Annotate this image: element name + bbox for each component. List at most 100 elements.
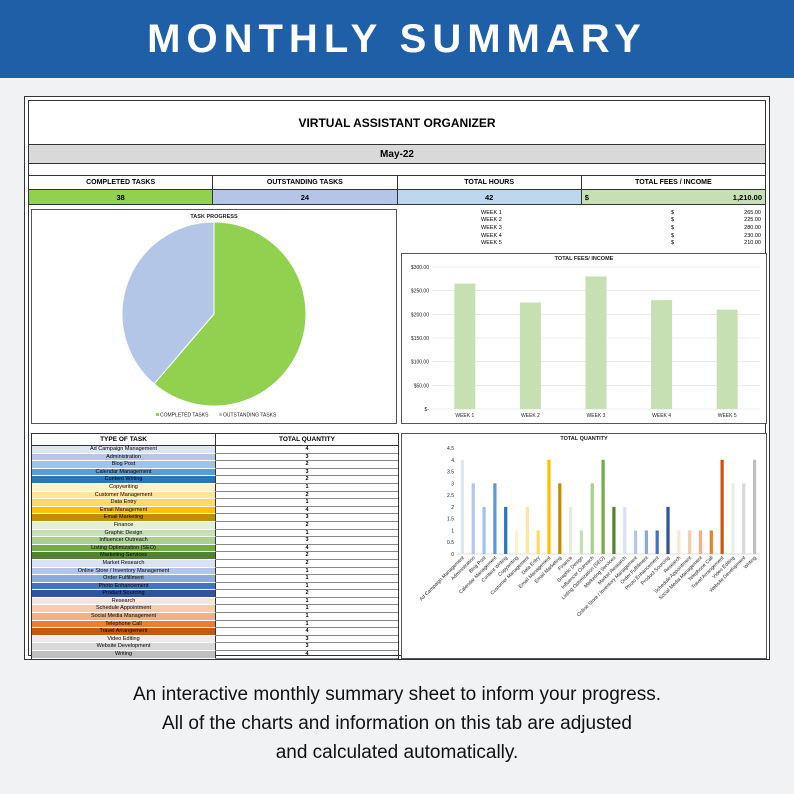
y-tick-label: 0 xyxy=(451,552,454,558)
y-tick-label: 3 xyxy=(451,481,454,487)
task-quantity-cell: 1 xyxy=(216,613,398,621)
task-type-cell: Calendar Management xyxy=(32,468,216,477)
task-quantity-cell: 1 xyxy=(216,598,398,606)
bar xyxy=(644,530,648,554)
table-row: Ad Campaign Management 4 xyxy=(32,446,398,454)
y-tick-label: 2 xyxy=(451,505,454,511)
y-tick-label: $50.00 xyxy=(414,383,430,389)
task-quantity-cell: 1 xyxy=(216,530,398,538)
week-row: WEEK 4 $230.00 xyxy=(401,232,767,240)
x-tick-label: WEEK 5 xyxy=(718,413,737,419)
bar xyxy=(590,483,594,554)
bar xyxy=(677,530,681,554)
task-type-cell: Email Management xyxy=(32,506,216,515)
x-tick-label: WEEK 1 xyxy=(455,413,474,419)
bar xyxy=(698,530,703,554)
kpi-label: COMPLETED TASKS xyxy=(29,176,213,190)
table-row: Website Development 3 xyxy=(32,643,398,652)
week-amount: 225.00 xyxy=(744,217,761,224)
table-row: Administration 3 xyxy=(32,453,398,462)
task-type-cell: Research xyxy=(32,597,216,606)
kpi-value-row: $ 1,210.00 xyxy=(581,190,765,204)
summary-sheet: VIRTUAL ASSISTANT ORGANIZER May-22 COMPL… xyxy=(24,96,770,660)
chart-title: TOTAL QUANTITY xyxy=(560,436,608,442)
task-quantity-cell: 1 xyxy=(216,484,398,492)
table-row: Graphic Design 1 xyxy=(32,529,398,538)
bar xyxy=(504,506,508,554)
bar xyxy=(666,506,670,554)
task-quantity-cell: 3 xyxy=(216,636,398,644)
caption: An interactive monthly summary sheet to … xyxy=(0,680,794,767)
caption-line: All of the charts and information on thi… xyxy=(162,713,632,734)
task-type-cell: Administration xyxy=(32,453,216,462)
task-type-cell: Website Development xyxy=(32,643,216,652)
task-type-cell: Schedule Appointment xyxy=(32,605,216,614)
legend-swatch xyxy=(219,413,222,416)
table-row: Order Fulfillment 1 xyxy=(32,575,398,583)
bar xyxy=(688,530,692,554)
table-row: Social Media Management 1 xyxy=(32,613,398,621)
table-row: Writing 4 xyxy=(32,651,398,659)
task-type-cell: Telephone Call xyxy=(32,620,216,629)
qty-svg: TOTAL QUANTITY 0 0.5 1 1.5 2 2.5 3 3.5 4 4.5 Ad Cam… xyxy=(419,436,760,618)
table-row: Photo Enhancement 1 xyxy=(32,582,398,591)
bar xyxy=(569,506,573,554)
table-row: Copywriting 1 xyxy=(32,483,398,492)
week-name: WEEK 2 xyxy=(481,217,502,224)
y-tick-label: $100.00 xyxy=(411,360,429,366)
table-row: Influencer Outreach 3 xyxy=(32,537,398,545)
task-quantity-cell: 2 xyxy=(216,492,398,500)
x-tick-label: WEEK 2 xyxy=(521,413,540,419)
task-type-cell: Video Editing xyxy=(32,635,216,644)
y-tick-label: 2.5 xyxy=(447,493,454,499)
caption-line: An interactive monthly summary sheet to … xyxy=(133,684,661,705)
x-tick-label: Ad Campaign Management xyxy=(419,555,467,603)
x-tick-label: WEEK 4 xyxy=(652,413,671,419)
task-type-cell: Order Fulfillment xyxy=(32,575,216,583)
week-amount: 210.00 xyxy=(744,240,761,247)
y-tick-label: 1.5 xyxy=(447,517,454,523)
task-quantity-cell: 3 xyxy=(216,537,398,545)
task-type-cell: Marketing Services xyxy=(32,552,216,560)
week-name: WEEK 5 xyxy=(481,240,502,247)
task-quantity-cell: 1 xyxy=(216,575,398,583)
week-name: WEEK 3 xyxy=(481,224,502,231)
bar xyxy=(585,276,607,409)
task-quantity-cell: 2 xyxy=(216,476,398,484)
week-row: WEEK 3 $280.00 xyxy=(401,224,767,232)
week-currency: $ xyxy=(671,217,675,224)
y-tick-label: 1 xyxy=(451,528,454,534)
bar xyxy=(731,483,735,554)
week-currency: $ xyxy=(671,240,675,247)
x-tick-label: WEEK 3 xyxy=(587,413,606,419)
bar xyxy=(514,530,519,554)
chart-title: TOTAL FEES/ INCOME xyxy=(555,256,614,262)
legend-label: OUTSTANDING TASKS xyxy=(223,413,277,419)
sheet-month: May-22 xyxy=(29,145,765,164)
task-type-cell: Finance xyxy=(32,521,216,530)
task-quantity-cell: 2 xyxy=(216,560,398,568)
header-total-quantity: TOTAL QUANTITY xyxy=(279,436,335,443)
bar xyxy=(454,283,476,409)
task-table-body: Ad Campaign Management 4 Administration 3 Bl… xyxy=(32,446,398,659)
bar xyxy=(651,300,673,409)
task-type-cell: Social Media Management xyxy=(32,613,216,621)
bar xyxy=(716,309,738,409)
task-quantity-cell: 2 xyxy=(216,552,398,560)
task-quantity-cell: 1 xyxy=(216,583,398,591)
bar xyxy=(460,459,465,554)
banner-title: MONTHLY SUMMARY xyxy=(147,16,647,61)
bar xyxy=(752,459,757,554)
bar xyxy=(709,530,713,554)
week-currency: $ xyxy=(671,232,675,239)
kpi-completed-tasks: COMPLETED TASKS 38 xyxy=(29,176,214,204)
task-type-cell: Influencer Outreach xyxy=(32,537,216,545)
task-type-cell: Listing Optimization (SEO) xyxy=(32,544,216,553)
week-row: WEEK 5 $210.00 xyxy=(401,239,767,247)
kpi-label: TOTAL HOURS xyxy=(397,176,581,190)
task-type-cell: Graphic Design xyxy=(32,529,216,538)
task-type-cell: Travel Arrangement xyxy=(32,628,216,636)
sheet-frame: VIRTUAL ASSISTANT ORGANIZER May-22 COMPL… xyxy=(28,100,767,659)
bar xyxy=(579,530,584,554)
table-row: Customer Management 2 xyxy=(32,491,398,500)
